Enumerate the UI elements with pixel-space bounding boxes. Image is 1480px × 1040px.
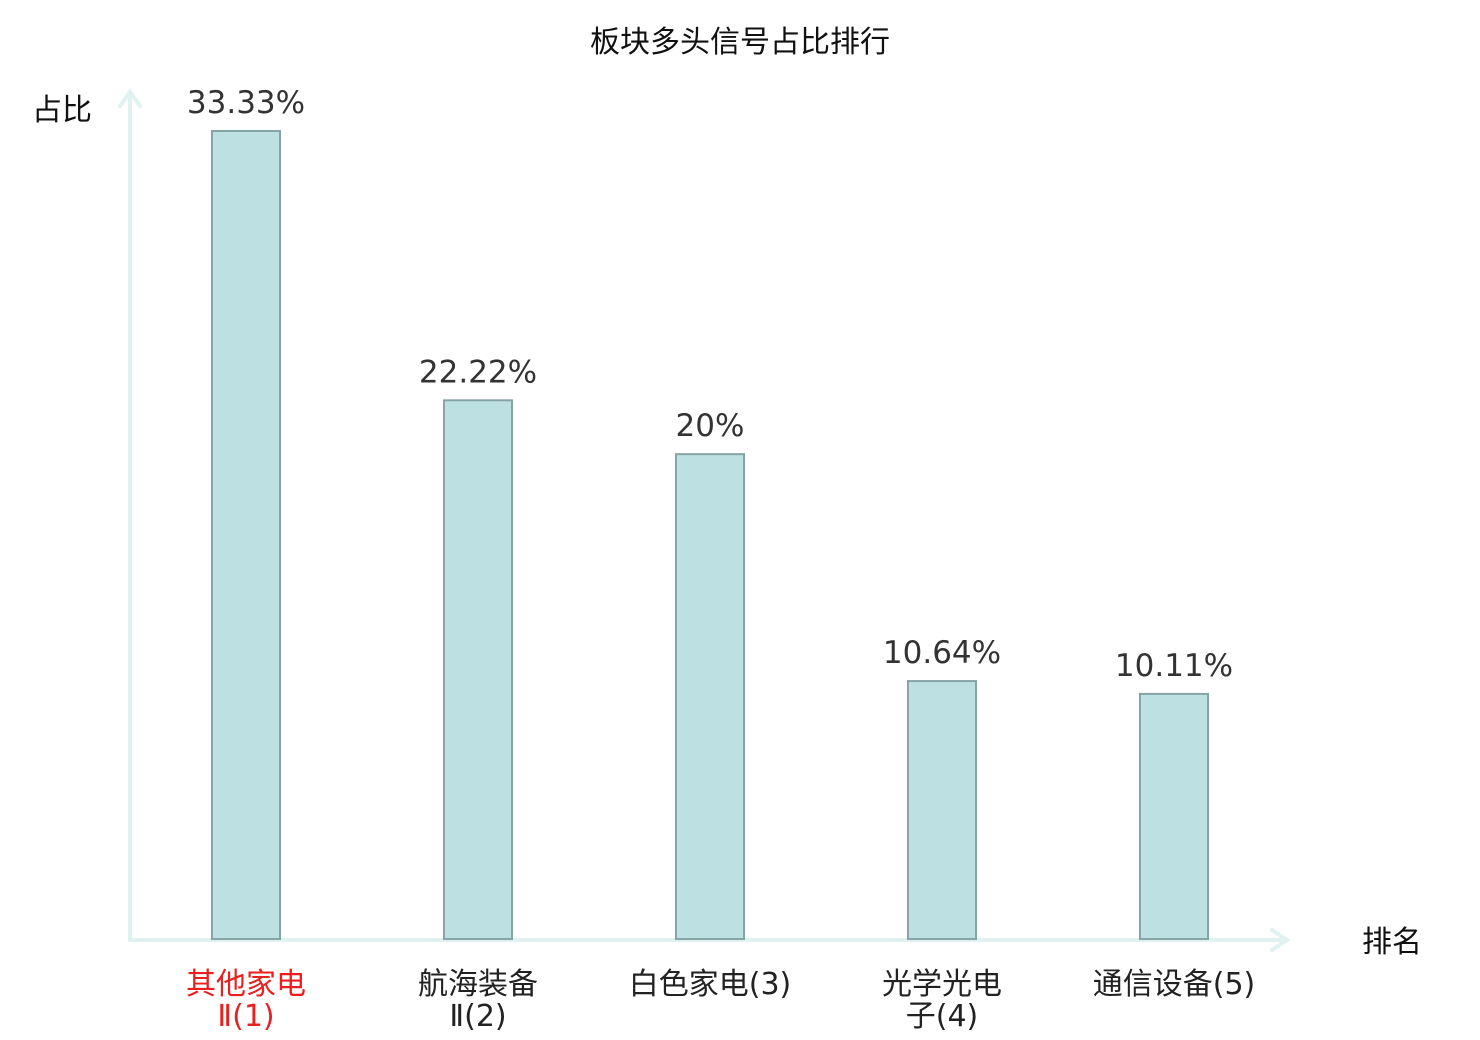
chart-title: 板块多头信号占比排行 [590, 25, 890, 60]
x-axis-label: 排名 [1362, 925, 1422, 960]
bar-4 [907, 680, 977, 940]
bar-5 [1139, 692, 1209, 941]
value-labels-group: 33.33% 22.22% 20% 10.64% 10.11% [187, 85, 1233, 684]
category-label-3: 白色家电(3) [629, 967, 792, 1002]
value-label-5: 10.11% [1115, 648, 1233, 684]
bars-group [211, 130, 1209, 941]
value-label-3: 20% [676, 408, 745, 444]
bar-1 [211, 130, 281, 940]
bar-2 [443, 399, 513, 941]
category-label-1-line-1: 其他家电 [186, 967, 306, 1002]
value-label-1: 33.33% [187, 85, 305, 121]
y-axis-label: 占比 [32, 93, 92, 128]
x-axis-arrow [1270, 928, 1291, 952]
value-label-2: 22.22% [419, 354, 537, 390]
y-axis: 占比 [32, 88, 142, 942]
category-label-4-line-2: 子(4) [906, 999, 979, 1034]
category-label-2-line-1: 航海装备 [418, 967, 538, 1002]
category-label-2-line-2: Ⅱ(2) [449, 999, 506, 1034]
value-label-4: 10.64% [883, 635, 1001, 671]
y-axis-arrow [118, 88, 142, 108]
category-label-4-line-1: 光学光电 [882, 967, 1002, 1002]
bar-3 [675, 453, 745, 940]
category-label-5: 通信设备(5) [1093, 967, 1256, 1002]
category-label-1-line-2: Ⅱ(1) [217, 999, 274, 1034]
x-axis: 排名 [128, 925, 1422, 960]
